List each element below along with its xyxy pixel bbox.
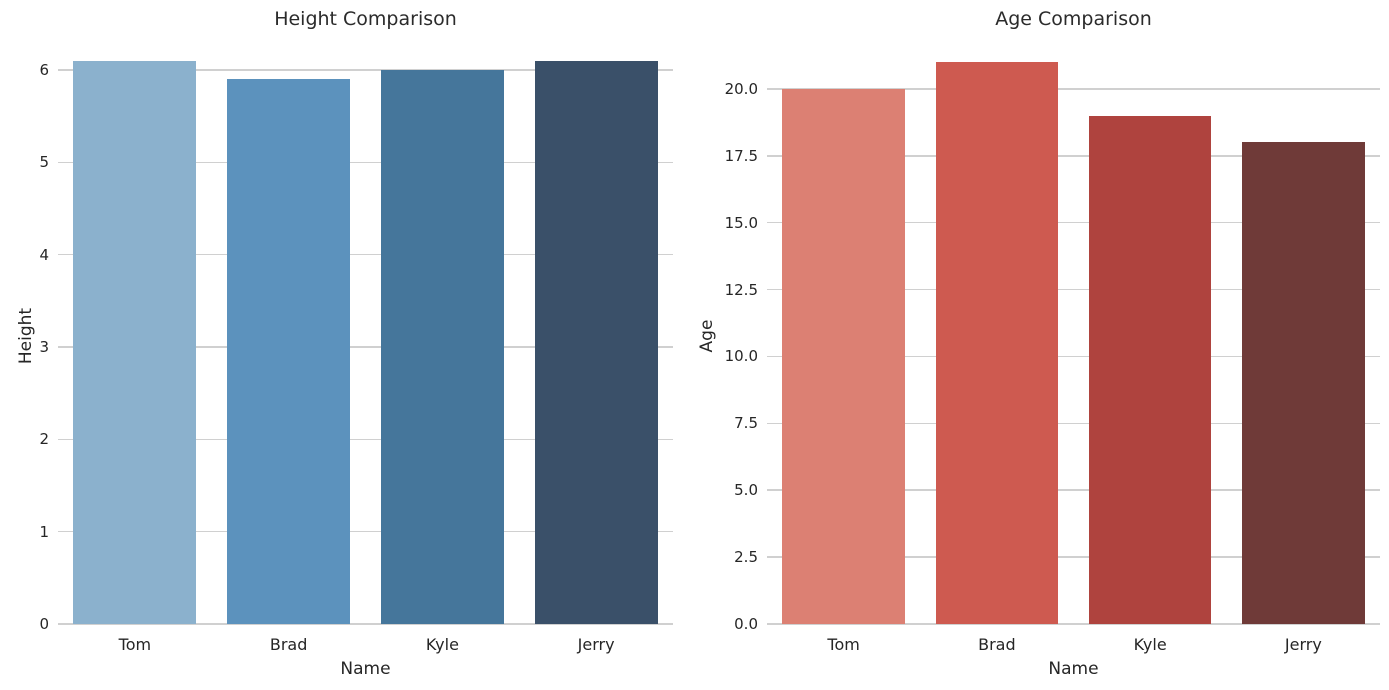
age-comparison-chart: Age Comparison Age Name 0.0 2.5 5.0 7.5 10.0…: [695, 0, 1389, 690]
x-tick-label: Jerry: [1284, 635, 1322, 654]
gridline: [767, 221, 1380, 224]
y-tick-label: 7.5: [734, 414, 758, 433]
x-tick-label: Tom: [827, 635, 860, 654]
x-tick-label: Jerry: [577, 635, 615, 654]
y-tick-label: 1: [39, 522, 49, 541]
gridline: [58, 530, 673, 533]
bar-tom: [782, 88, 905, 624]
y-axis-label: Age: [697, 319, 717, 352]
y-tick-label: 0: [39, 615, 49, 633]
bar-jerry: [1242, 142, 1365, 624]
y-tick-label: 10.0: [724, 347, 758, 366]
y-tick-label: 15.0: [724, 213, 758, 232]
bar-brad: [227, 79, 351, 624]
bar-tom: [73, 60, 197, 624]
x-axis-label: Name: [1048, 659, 1099, 679]
gridline: [767, 623, 1380, 625]
gridline: [58, 438, 673, 441]
chart-title: Height Comparison: [274, 8, 457, 30]
y-tick-label: 20.0: [724, 79, 758, 98]
gridline: [767, 288, 1380, 291]
height-comparison-chart: Height Comparison Height Name 0 1 2 3 4 5 6 Tom…: [16, 8, 673, 679]
gridline: [58, 346, 673, 348]
gridline: [767, 355, 1380, 358]
gridline: [767, 556, 1380, 558]
gridline: [58, 69, 673, 71]
y-tick-label: 12.5: [724, 280, 758, 299]
x-tick-label: Tom: [118, 635, 152, 654]
plot-area: [767, 47, 1380, 625]
gridline: [767, 155, 1380, 157]
y-tick-label: 4: [39, 245, 49, 264]
gridline: [767, 489, 1380, 491]
chart-title: Age Comparison: [995, 8, 1152, 30]
bar-kyle: [380, 70, 504, 624]
y-tick-label: 5: [39, 153, 49, 172]
gridline: [767, 88, 1380, 90]
x-tick-label: Brad: [978, 635, 1016, 654]
x-tick-label: Kyle: [1133, 635, 1167, 654]
y-tick-label: 5.0: [734, 481, 758, 500]
y-tick-label: 2: [39, 430, 49, 449]
bar-kyle: [1088, 115, 1212, 624]
plot-area: [58, 47, 673, 625]
gridline: [767, 422, 1380, 425]
y-tick-label: 0.0: [734, 615, 758, 633]
y-axis-label: Height: [16, 307, 36, 364]
gridline: [58, 161, 673, 164]
gridline: [58, 623, 673, 625]
gridline: [58, 253, 673, 256]
x-tick-label: Kyle: [425, 635, 459, 654]
bar-jerry: [534, 60, 658, 624]
x-tick-label: Brad: [269, 635, 308, 654]
y-tick-label: 2.5: [734, 548, 758, 567]
bar-brad: [935, 62, 1059, 624]
y-tick-label: 6: [39, 61, 49, 80]
y-tick-label: 17.5: [724, 146, 758, 165]
y-tick-label: 3: [39, 338, 49, 357]
x-axis-label: Name: [340, 659, 391, 679]
